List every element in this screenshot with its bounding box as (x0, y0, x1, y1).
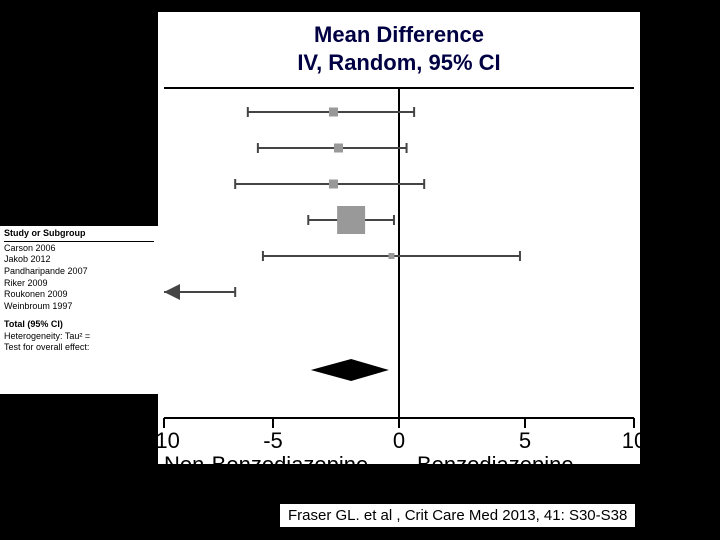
citation: Fraser GL. et al , Crit Care Med 2013, 4… (280, 504, 635, 527)
axis-left-label: Non-Benzodiazepine (164, 452, 368, 478)
xtick-label: 0 (393, 428, 405, 454)
xtick-label: 5 (519, 428, 531, 454)
xtick-label: -10 (148, 428, 180, 454)
xtick-label: 10 (622, 428, 646, 454)
xtick-label: -5 (263, 428, 283, 454)
axis-right-label: Benzodiazepine (417, 452, 574, 478)
